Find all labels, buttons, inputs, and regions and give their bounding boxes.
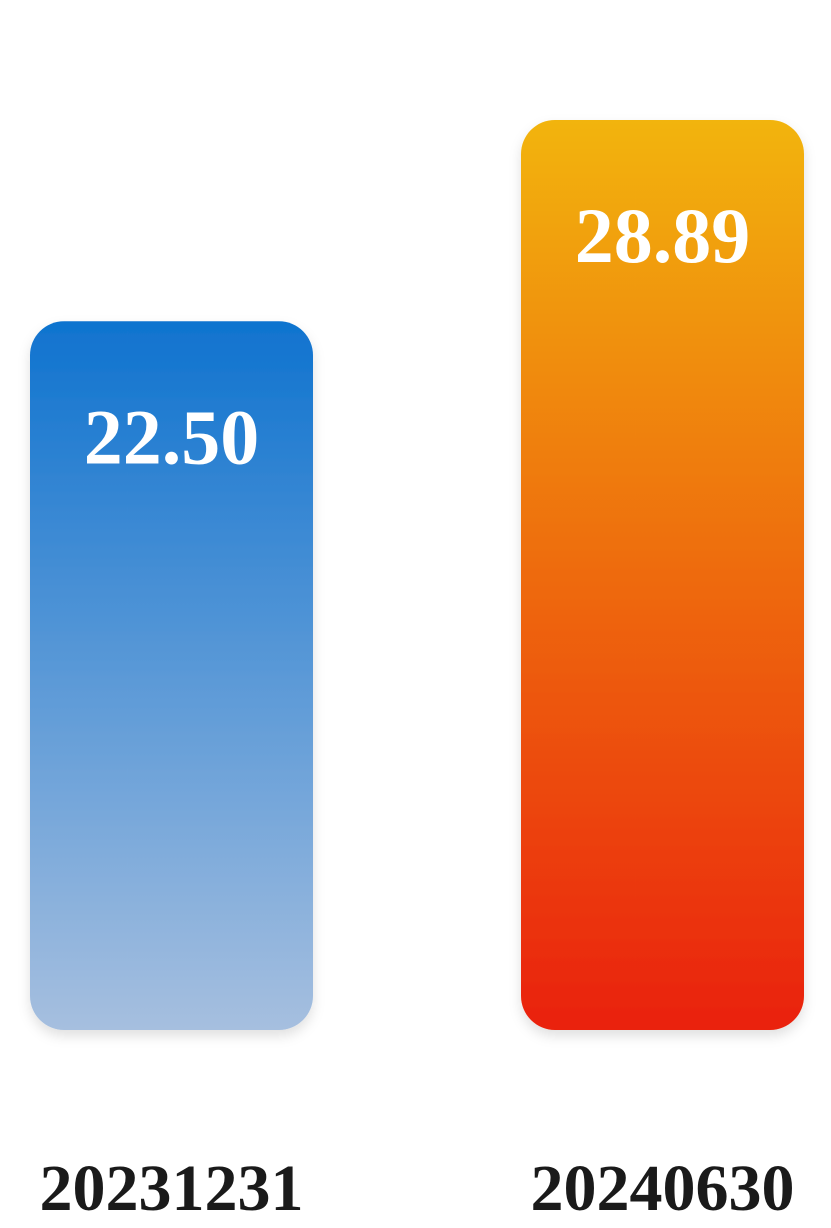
labels-layer: 22.50 20231231 28.89 20240630 (40, 192, 795, 1225)
bar-value-label: 22.50 (84, 393, 260, 480)
bar-20231231 (30, 321, 313, 1030)
category-label: 20231231 (40, 1152, 304, 1225)
bar-20240630 (521, 119, 804, 1031)
bars-layer (30, 119, 804, 1031)
bar-value-label: 28.89 (575, 192, 751, 279)
category-label: 20240630 (531, 1152, 795, 1225)
